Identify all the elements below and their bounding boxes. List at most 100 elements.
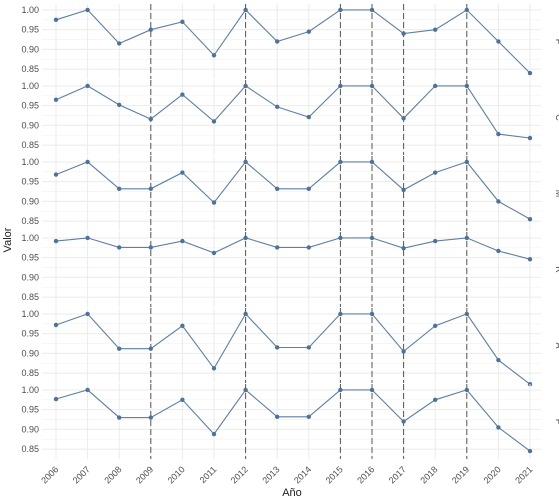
data-point	[85, 387, 90, 393]
data-point	[464, 159, 469, 165]
data-point	[148, 186, 153, 191]
data-point	[338, 235, 343, 241]
data-point	[369, 387, 375, 393]
data-point	[211, 366, 217, 371]
facet-strip-label: F	[554, 419, 559, 425]
data-point	[180, 92, 185, 97]
y-tick-label: 0.90	[21, 196, 39, 206]
data-point	[85, 311, 90, 317]
data-point	[275, 104, 280, 110]
x-tick-label: 2021	[513, 464, 534, 485]
y-tick-label: 0.95	[21, 253, 39, 263]
y-tick-label: 0.90	[21, 348, 39, 358]
data-point	[306, 345, 311, 350]
series-line	[55, 85, 531, 139]
data-point	[401, 116, 406, 121]
x-tick-label: 2006	[39, 464, 60, 485]
y-tick-label: 0.90	[21, 272, 39, 282]
data-point	[275, 186, 280, 191]
data-point	[369, 235, 375, 241]
data-point	[527, 70, 533, 76]
panel-1: 0.85 0.90 0.95 1.00 F	[21, 4, 559, 79]
data-point	[496, 39, 501, 44]
y-tick-label: 0.85	[21, 140, 39, 150]
y-tick-label: 0.85	[21, 216, 39, 226]
x-tick-label: 2008	[102, 464, 123, 485]
y-tick-label: 0.90	[21, 44, 39, 54]
series-line	[55, 389, 531, 452]
data-point	[275, 345, 280, 350]
x-tick-label: 2020	[482, 464, 503, 485]
facet-strip-label: C	[554, 114, 559, 121]
data-point	[53, 97, 59, 102]
data-point	[464, 235, 469, 241]
data-point	[306, 114, 311, 120]
data-point	[180, 238, 185, 244]
data-point	[338, 311, 343, 317]
data-point	[53, 238, 59, 244]
data-point	[433, 323, 438, 328]
data-point	[243, 159, 248, 165]
data-point	[180, 397, 185, 403]
data-point	[117, 346, 122, 351]
data-point	[527, 448, 533, 454]
y-axis-title: Valor	[2, 227, 14, 252]
y-tick-label: 0.85	[21, 444, 39, 454]
data-point	[85, 7, 90, 13]
y-tick-label: 0.85	[21, 292, 39, 302]
data-point	[275, 245, 280, 250]
y-tick-label: 1.00	[21, 5, 39, 15]
data-point	[306, 414, 311, 419]
data-point	[117, 245, 122, 250]
data-point	[85, 235, 90, 241]
data-point	[85, 159, 90, 165]
data-point	[401, 31, 406, 36]
series-line	[55, 161, 531, 220]
data-point	[401, 246, 406, 251]
x-tick-label: 2007	[71, 464, 92, 485]
data-point	[433, 397, 438, 403]
data-point	[243, 7, 248, 13]
data-point	[527, 216, 533, 222]
data-point	[180, 19, 185, 24]
y-tick-label: 0.95	[21, 101, 39, 111]
x-tick-label: 2011	[198, 464, 219, 485]
data-point	[53, 396, 59, 402]
data-point	[338, 7, 343, 13]
panel-6: 0.85 0.90 0.95 1.00 F	[21, 384, 559, 459]
y-tick-label: 0.90	[21, 120, 39, 130]
data-point	[401, 349, 406, 354]
panel-5: 0.85 0.90 0.95 1.00 A	[21, 308, 559, 387]
facet-strip-label: M	[554, 190, 559, 198]
data-point	[275, 414, 280, 419]
x-tick-label: 2014	[292, 464, 313, 485]
panel-2: 0.85 0.90 0.95 1.00 C	[21, 80, 559, 155]
data-point	[211, 119, 217, 124]
y-tick-label: 1.00	[21, 157, 39, 167]
y-tick-label: 0.85	[21, 64, 39, 74]
y-tick-label: 0.95	[21, 405, 39, 415]
x-tick-label: 2012	[229, 464, 250, 485]
x-tick-label: 2015	[324, 464, 345, 485]
data-point	[243, 235, 248, 241]
data-point	[211, 200, 217, 205]
data-point	[369, 311, 375, 317]
panel-4: 0.85 0.90 0.95 1.00 R	[21, 232, 559, 307]
y-tick-label: 1.00	[21, 309, 39, 319]
data-point	[180, 170, 185, 175]
data-point	[527, 257, 533, 262]
data-point	[85, 83, 90, 89]
facet-strip-label: F	[554, 39, 559, 45]
data-point	[433, 238, 438, 244]
data-point	[464, 387, 469, 393]
data-point	[369, 7, 375, 13]
data-point	[433, 27, 438, 32]
data-point	[211, 53, 217, 58]
data-point	[117, 186, 122, 191]
data-point	[180, 323, 185, 328]
x-axis-title: Año	[282, 487, 302, 499]
data-point	[338, 387, 343, 393]
x-tick-label: 2016	[355, 464, 376, 485]
data-point	[275, 39, 280, 44]
